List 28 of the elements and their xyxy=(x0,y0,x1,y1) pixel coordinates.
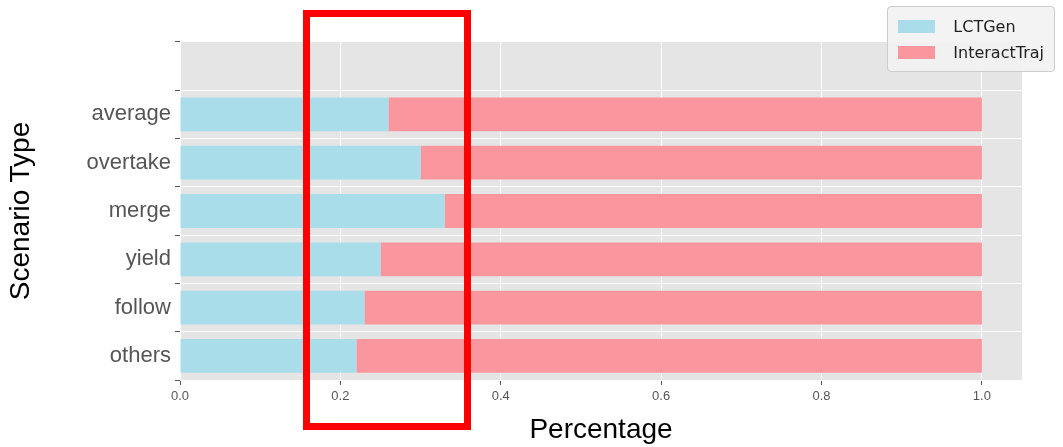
bar xyxy=(388,97,982,132)
y-tick-label: others xyxy=(109,341,171,367)
bar xyxy=(180,97,389,132)
legend-label: LCTGen xyxy=(953,16,1016,36)
y-axis-title: Scenario Type xyxy=(3,121,35,301)
y-tick-label: overtake xyxy=(86,148,171,174)
y-tick-label: merge xyxy=(108,197,171,223)
bar xyxy=(180,290,365,325)
bar xyxy=(180,338,357,373)
bar xyxy=(356,338,982,373)
y-tick-label: yield xyxy=(125,245,171,271)
bar xyxy=(364,290,982,325)
bar xyxy=(444,194,982,228)
x-tick-label: 1.0 xyxy=(972,388,991,404)
y-tick-label: follow xyxy=(114,293,172,319)
bar xyxy=(380,242,982,277)
bar xyxy=(180,242,381,277)
bar xyxy=(420,145,982,180)
x-tick-label: 0.0 xyxy=(170,388,190,404)
bar xyxy=(180,194,445,228)
x-tick-label: 0.8 xyxy=(812,388,831,404)
x-tick-label: 0.2 xyxy=(331,388,350,404)
x-tick-label: 0.4 xyxy=(491,388,510,404)
y-tick-label: average xyxy=(91,100,171,126)
x-axis-title: Percentage xyxy=(529,412,673,444)
legend-label: InteractTraj xyxy=(953,42,1044,62)
x-tick-label: 0.6 xyxy=(652,388,671,404)
bar xyxy=(180,145,421,180)
